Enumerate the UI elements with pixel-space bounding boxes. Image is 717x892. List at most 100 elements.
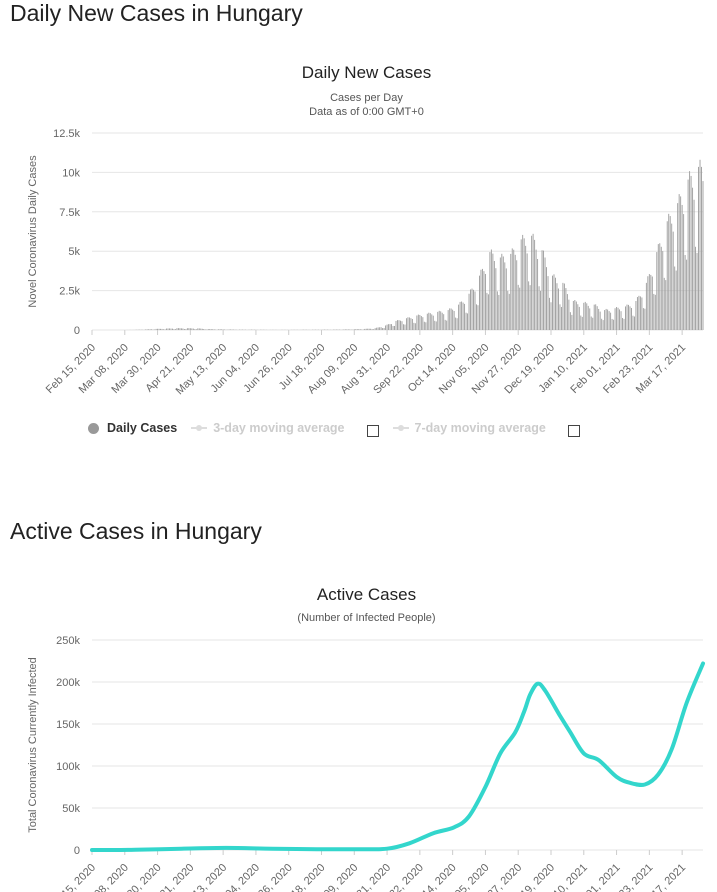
daily-bar <box>660 246 662 330</box>
daily-ylabel: Novel Coronavirus Daily Cases <box>27 155 39 308</box>
daily-bar <box>552 275 553 330</box>
daily-bar <box>359 329 361 330</box>
daily-bar <box>699 159 701 330</box>
daily-bar <box>462 302 464 330</box>
daily-cases-dot-icon <box>88 422 99 434</box>
daily-bar <box>547 276 549 330</box>
daily-bar <box>347 329 349 330</box>
daily-bar <box>607 309 609 330</box>
daily-bar <box>164 329 166 330</box>
ma7-checkbox[interactable] <box>567 425 580 437</box>
daily-bar <box>619 309 621 330</box>
daily-bar <box>651 276 653 330</box>
daily-bar <box>428 312 430 330</box>
daily-bar <box>659 243 661 330</box>
daily-bar <box>380 327 382 330</box>
daily-bar <box>504 262 506 330</box>
daily-bar <box>429 313 431 330</box>
daily-bar <box>574 300 576 330</box>
daily-bar <box>401 321 403 330</box>
daily-bar <box>459 301 461 330</box>
active-cases-section-heading: Active Cases in Hungary <box>10 518 262 544</box>
legend-item-daily-cases[interactable]: Daily Cases <box>88 421 177 435</box>
daily-bar <box>678 194 680 330</box>
legend-label-7-day-ma: 7-day moving average <box>414 421 546 435</box>
active-chart-subtitle: (Number of Infected People) <box>297 612 436 624</box>
daily-bar <box>672 231 674 330</box>
daily-bar <box>557 288 559 330</box>
ma3-checkbox[interactable] <box>366 425 379 437</box>
daily-bar <box>602 320 604 330</box>
daily-bar <box>626 304 628 330</box>
daily-chart-subtitle-2: Data as of 0:00 GMT+0 <box>309 106 424 118</box>
legend-item-3-day-ma[interactable]: 3-day moving average <box>191 419 379 437</box>
daily-bar <box>203 328 205 330</box>
daily-bar <box>471 288 473 330</box>
daily-bar <box>528 281 530 330</box>
daily-bar <box>470 289 471 330</box>
daily-bar <box>434 320 436 330</box>
daily-bar <box>568 299 570 330</box>
daily-bar <box>386 324 388 330</box>
daily-bar <box>382 328 384 330</box>
daily-bar <box>402 324 404 330</box>
daily-bar <box>473 289 474 330</box>
daily-bar <box>449 308 451 330</box>
daily-bar <box>388 324 390 330</box>
daily-bar <box>148 329 150 330</box>
daily-bar <box>510 253 512 330</box>
daily-bar <box>492 253 494 330</box>
daily-bar <box>458 304 460 330</box>
daily-bar <box>566 294 568 330</box>
daily-bar <box>222 329 224 330</box>
daily-bar <box>636 297 638 330</box>
daily-ytick-label: 5k <box>68 246 80 258</box>
daily-bar <box>698 166 699 330</box>
daily-bar <box>575 301 577 330</box>
active-ytick-label: 200k <box>56 677 80 689</box>
daily-bar <box>166 328 167 330</box>
active-xtick-label: Feb 15, 2020 <box>44 862 98 892</box>
daily-bar <box>186 328 188 330</box>
daily-bar <box>404 324 406 330</box>
daily-bar <box>592 317 594 330</box>
daily-bar <box>583 302 585 330</box>
daily-bar <box>520 239 522 330</box>
daily-bar <box>481 268 483 330</box>
line-marker-icon <box>191 423 208 433</box>
daily-bar <box>668 213 670 330</box>
daily-bar <box>701 166 702 330</box>
daily-bar <box>696 252 698 330</box>
daily-bar <box>631 307 632 330</box>
daily-bar <box>693 199 695 330</box>
legend-item-7-day-ma[interactable]: 7-day moving average <box>392 419 580 437</box>
daily-bar <box>367 328 369 330</box>
daily-bar <box>209 329 211 330</box>
daily-bar <box>195 329 197 330</box>
daily-bar <box>182 328 184 330</box>
daily-bar <box>613 319 615 330</box>
daily-bar <box>160 328 162 330</box>
daily-bar <box>546 267 547 330</box>
daily-bar <box>173 329 175 330</box>
daily-bar <box>453 310 455 330</box>
daily-bar <box>495 268 497 330</box>
daily-bar <box>560 306 562 330</box>
daily-bar <box>656 252 658 330</box>
daily-bar <box>695 246 697 330</box>
daily-bar <box>167 328 169 330</box>
daily-bar <box>586 303 588 330</box>
daily-bar <box>674 266 676 330</box>
daily-bar <box>180 328 182 330</box>
daily-bar <box>596 306 598 330</box>
daily-bar <box>572 301 574 330</box>
daily-bar <box>571 314 573 330</box>
daily-bar <box>455 317 457 330</box>
daily-bar <box>686 259 688 330</box>
daily-bar <box>642 308 644 330</box>
daily-bar <box>555 277 556 330</box>
daily-bar <box>516 260 518 330</box>
daily-bar <box>441 312 443 330</box>
daily-bar <box>601 318 603 330</box>
daily-bar <box>398 320 400 330</box>
